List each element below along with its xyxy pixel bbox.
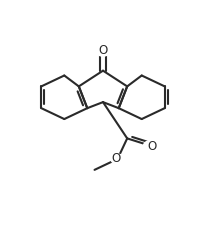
Ellipse shape [111, 154, 124, 164]
Text: O: O [147, 140, 157, 153]
Ellipse shape [96, 47, 110, 57]
Text: O: O [112, 152, 121, 165]
Text: O: O [98, 44, 108, 57]
Ellipse shape [144, 141, 157, 151]
